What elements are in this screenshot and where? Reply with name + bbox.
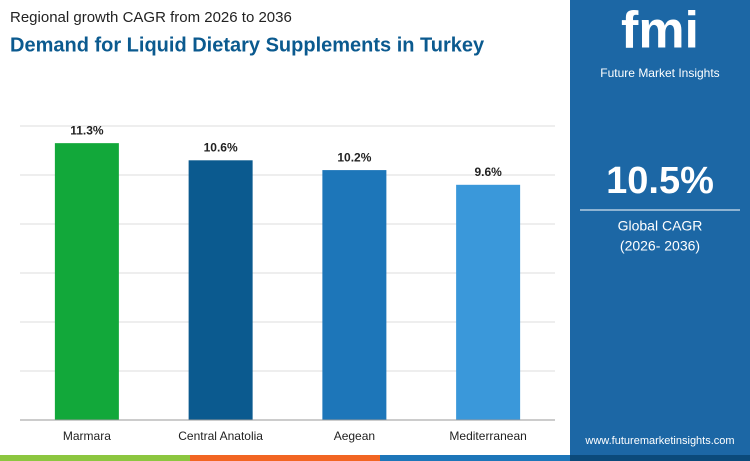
value-label: 11.3% [70, 123, 104, 137]
footer-strip [0, 455, 190, 461]
value-label: 10.6% [204, 140, 238, 154]
side-panel [570, 0, 750, 461]
chart-subtitle: Regional growth CAGR from 2026 to 2036 [10, 9, 292, 26]
bar [322, 170, 387, 420]
headline-label: Global CAGR [618, 218, 703, 234]
logo: fmi [621, 2, 699, 60]
bar [54, 143, 119, 420]
bar [456, 184, 521, 420]
value-label: 10.2% [337, 150, 371, 164]
footer-strip [380, 455, 570, 461]
period: (2026- 2036) [620, 238, 700, 254]
value-label: 9.6% [474, 165, 502, 179]
footer-strip [190, 455, 380, 461]
chart-title: Demand for Liquid Dietary Supplements in… [10, 34, 485, 56]
footer-strip [570, 455, 750, 461]
x-tick-label: Mediterranean [449, 429, 526, 443]
headline-value: 10.5% [606, 160, 714, 202]
brand-name: Future Market Insights [600, 66, 719, 80]
bar [188, 160, 253, 421]
x-tick-label: Aegean [334, 429, 375, 443]
website: www.futuremarketinsights.com [584, 435, 734, 447]
x-tick-label: Central Anatolia [178, 429, 263, 443]
x-tick-label: Marmara [63, 429, 111, 443]
